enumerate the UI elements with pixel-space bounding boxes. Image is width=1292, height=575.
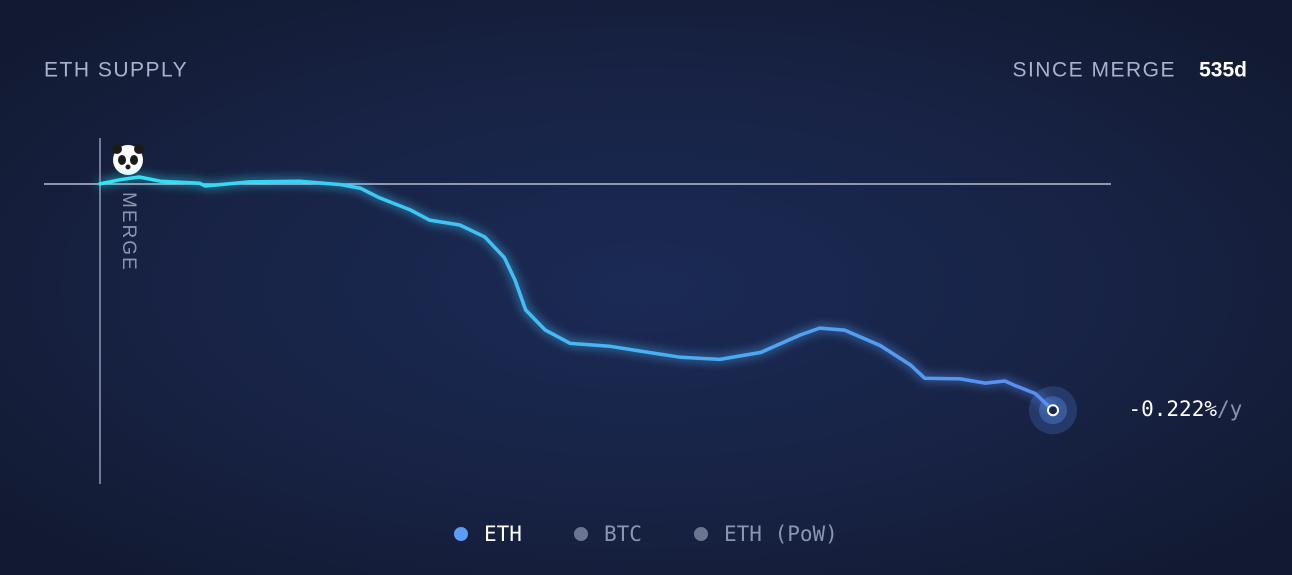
since-value: 535d [1199,59,1247,82]
legend-label: ETH (PoW) [724,522,838,546]
legend-item[interactable]: ETH (PoW) [694,522,838,546]
series-line [98,175,1055,412]
legend-label: ETH [484,522,522,546]
legend-swatch [454,527,468,541]
end-label: -0.222% [1128,397,1217,421]
end-unit: /y [1217,397,1242,421]
end-point [1047,404,1059,417]
legend-label: BTC [604,522,642,546]
chart-title: ETH SUPPLY [44,59,188,82]
legend: ETH BTC ETH (PoW) [454,522,838,546]
legend-swatch [694,527,708,541]
legend-item[interactable]: BTC [574,522,642,546]
merge-annotation: MERGE [118,192,139,272]
legend-item[interactable]: ETH [454,522,522,546]
panda-icon [112,144,144,175]
legend-swatch [574,527,588,541]
since-label: SINCE MERGE [1012,59,1176,82]
